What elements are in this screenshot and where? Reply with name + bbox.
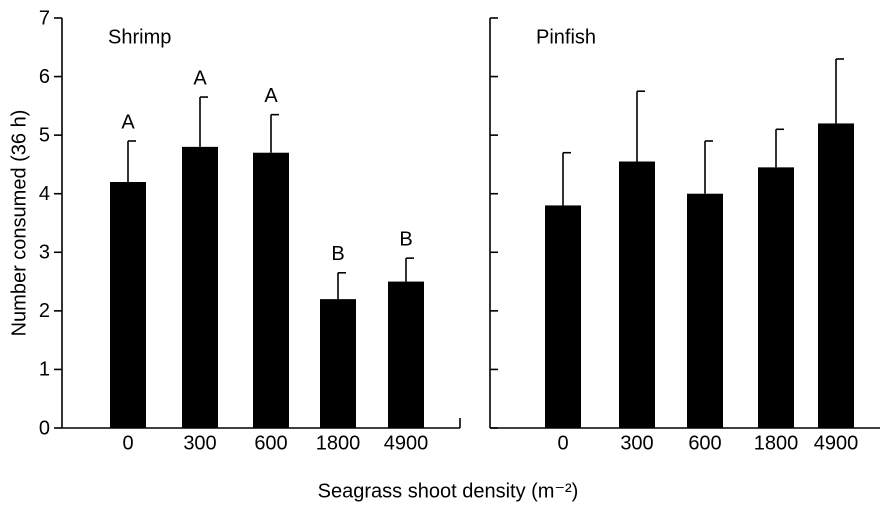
- bar: [110, 182, 146, 428]
- y-tick-label: 5: [39, 124, 50, 146]
- y-tick-label: 0: [39, 417, 50, 439]
- y-tick-label: 7: [39, 7, 50, 29]
- x-tick-label: 600: [688, 432, 721, 454]
- y-tick-label: 3: [39, 242, 50, 264]
- significance-letter: A: [121, 111, 135, 133]
- y-axis-label: Number consumed (36 h): [8, 110, 30, 337]
- x-tick-label: 0: [557, 432, 568, 454]
- bar: [320, 299, 356, 428]
- x-tick-label: 0: [122, 432, 133, 454]
- x-tick-label: 1800: [316, 432, 361, 454]
- y-tick-label: 6: [39, 66, 50, 88]
- bar: [619, 161, 655, 428]
- x-tick-label: 4900: [384, 432, 429, 454]
- y-tick-label: 4: [39, 183, 50, 205]
- x-tick-label: 600: [254, 432, 287, 454]
- y-tick-label: 1: [39, 359, 50, 381]
- bar: [182, 146, 218, 428]
- significance-letter: A: [264, 85, 278, 107]
- significance-letter: B: [331, 243, 344, 265]
- x-tick-label: 300: [183, 432, 216, 454]
- bar: [758, 167, 794, 428]
- bar: [545, 205, 581, 428]
- bar: [388, 281, 424, 428]
- x-axis-label: Seagrass shoot density (m⁻²): [318, 480, 579, 502]
- bar: [818, 123, 854, 428]
- significance-letter: A: [193, 67, 207, 89]
- bar: [687, 193, 723, 428]
- panel-title: Shrimp: [108, 26, 171, 48]
- bar: [253, 152, 289, 428]
- y-tick-label: 2: [39, 300, 50, 322]
- x-tick-label: 1800: [754, 432, 799, 454]
- panel-title: Pinfish: [536, 26, 596, 48]
- x-tick-label: 300: [620, 432, 653, 454]
- significance-letter: B: [399, 228, 412, 250]
- x-tick-label: 4900: [814, 432, 859, 454]
